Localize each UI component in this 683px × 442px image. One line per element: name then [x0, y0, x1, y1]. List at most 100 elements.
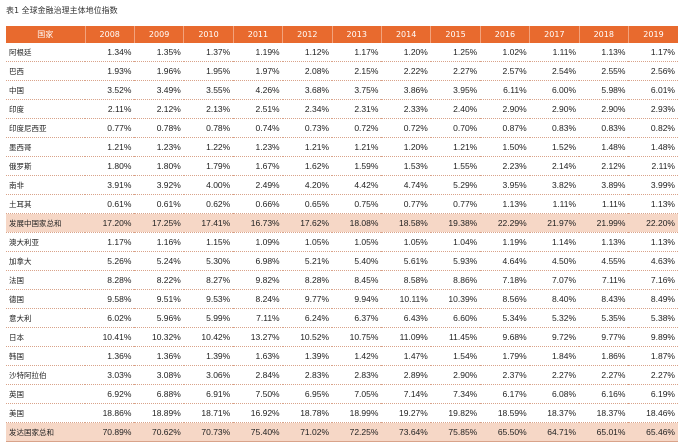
index-value-cell: 3.95% [430, 80, 481, 100]
index-value-cell: 1.55% [430, 156, 481, 176]
country-name-cell: 墨西哥 [6, 137, 85, 157]
index-value-cell: 7.11% [233, 308, 283, 328]
index-value-cell: 1.17% [332, 43, 382, 62]
index-value-cell: 0.87% [480, 118, 530, 138]
table-row: 沙特阿拉伯 3.03% 3.08% 3.06% 2.84% 2.83% 2.83% 2.89%… [6, 365, 678, 385]
index-value-cell: 3.86% [381, 80, 431, 100]
index-value-cell: 0.62% [183, 194, 234, 214]
index-value-cell: 72.25% [332, 422, 382, 442]
index-value-cell: 3.89% [579, 175, 629, 195]
index-value-cell: 2.14% [529, 156, 580, 176]
index-value-cell: 2.56% [628, 61, 678, 81]
index-value-cell: 5.93% [430, 251, 481, 271]
table-row: 俄罗斯 1.80% 1.80% 1.79% 1.67% 1.62% 1.59% 1.53% 1.… [6, 156, 678, 176]
index-value-cell: 1.21% [332, 137, 382, 157]
index-value-cell: 0.74% [233, 118, 283, 138]
index-value-cell: 17.20% [85, 213, 135, 233]
column-header-year: 2010 [183, 26, 234, 43]
index-value-cell: 2.12% [134, 99, 184, 119]
index-value-cell: 9.51% [134, 289, 184, 309]
index-value-cell: 1.13% [628, 232, 678, 252]
country-name-cell: 英国 [6, 384, 85, 404]
index-value-cell: 1.11% [529, 43, 580, 62]
country-name-cell: 印度尼西亚 [6, 118, 85, 138]
index-value-cell: 1.20% [381, 43, 431, 62]
table-row: 中国 3.52% 3.49% 3.55% 4.26% 3.68% 3.75% 3.86% 3.9… [6, 80, 678, 100]
index-value-cell: 18.89% [134, 403, 184, 423]
index-value-cell: 3.08% [134, 365, 184, 385]
index-value-cell: 3.68% [282, 80, 333, 100]
index-value-cell: 10.32% [134, 327, 184, 347]
index-value-cell: 17.25% [134, 213, 184, 233]
table-total-row: 发达国家总和 70.89% 70.62% 70.73% 75.40% 71.02% 72.2… [6, 422, 678, 442]
index-value-cell: 7.05% [332, 384, 382, 404]
index-value-cell: 2.23% [480, 156, 530, 176]
index-value-cell: 1.79% [480, 346, 530, 366]
index-value-cell: 2.90% [430, 365, 481, 385]
table-row: 阿根廷 1.34% 1.35% 1.37% 1.19% 1.12% 1.17% 1.20% 1.… [6, 43, 678, 62]
index-value-cell: 6.60% [430, 308, 481, 328]
index-value-cell: 0.72% [332, 118, 382, 138]
index-value-cell: 18.99% [332, 403, 382, 423]
index-value-cell: 9.77% [579, 327, 629, 347]
table-total-row: 发展中国家总和 17.20% 17.25% 17.41% 16.73% 17.62% 18.… [6, 213, 678, 233]
index-value-cell: 3.99% [628, 175, 678, 195]
index-value-cell: 2.93% [628, 99, 678, 119]
table-body: 阿根廷 1.34% 1.35% 1.37% 1.19% 1.12% 1.17% 1.20% 1.… [6, 43, 678, 442]
index-value-cell: 3.82% [529, 175, 580, 195]
country-name-cell: 沙特阿拉伯 [6, 365, 85, 385]
country-name-cell: 德国 [6, 289, 85, 309]
index-value-cell: 10.39% [430, 289, 481, 309]
index-value-cell: 65.50% [480, 422, 530, 442]
index-value-cell: 65.46% [628, 422, 678, 442]
index-value-cell: 2.83% [282, 365, 333, 385]
index-value-cell: 9.53% [183, 289, 234, 309]
index-value-cell: 18.37% [529, 403, 580, 423]
index-value-cell: 2.55% [579, 61, 629, 81]
index-value-cell: 70.89% [85, 422, 135, 442]
index-value-cell: 6.95% [282, 384, 333, 404]
index-value-cell: 1.48% [579, 137, 629, 157]
index-value-cell: 1.87% [628, 346, 678, 366]
index-value-cell: 1.36% [134, 346, 184, 366]
index-value-cell: 1.80% [134, 156, 184, 176]
index-value-cell: 8.28% [85, 270, 135, 290]
index-value-cell: 8.45% [332, 270, 382, 290]
index-value-cell: 11.09% [381, 327, 431, 347]
index-value-cell: 1.84% [529, 346, 580, 366]
index-value-cell: 7.11% [579, 270, 629, 290]
index-value-cell: 3.91% [85, 175, 135, 195]
index-value-cell: 7.50% [233, 384, 283, 404]
index-value-cell: 3.06% [183, 365, 234, 385]
index-value-cell: 1.34% [85, 43, 135, 62]
index-value-cell: 5.98% [579, 80, 629, 100]
index-value-cell: 18.08% [332, 213, 382, 233]
index-value-cell: 1.17% [85, 232, 135, 252]
index-value-cell: 9.58% [85, 289, 135, 309]
index-value-cell: 1.22% [183, 137, 234, 157]
index-value-cell: 7.07% [529, 270, 580, 290]
country-name-cell: 印度 [6, 99, 85, 119]
column-header-year: 2017 [529, 26, 580, 43]
index-value-cell: 73.64% [381, 422, 431, 442]
index-value-cell: 1.54% [430, 346, 481, 366]
index-value-cell: 1.19% [233, 43, 283, 62]
index-value-cell: 1.39% [183, 346, 234, 366]
index-value-cell: 7.34% [430, 384, 481, 404]
index-value-cell: 4.55% [579, 251, 629, 271]
table-row: 韩国 1.36% 1.36% 1.39% 1.63% 1.39% 1.42% 1.47% 1.5… [6, 346, 678, 366]
index-value-cell: 0.83% [529, 118, 580, 138]
index-value-cell: 6.16% [579, 384, 629, 404]
index-value-cell: 1.05% [332, 232, 382, 252]
index-value-cell: 65.01% [579, 422, 629, 442]
index-value-cell: 2.51% [233, 99, 283, 119]
country-name-cell: 南非 [6, 175, 85, 195]
index-value-cell: 2.27% [529, 365, 580, 385]
index-value-cell: 1.37% [183, 43, 234, 62]
index-value-cell: 9.68% [480, 327, 530, 347]
index-value-cell: 2.31% [332, 99, 382, 119]
index-value-cell: 2.34% [282, 99, 333, 119]
country-name-cell: 发展中国家总和 [6, 213, 85, 233]
index-value-cell: 19.38% [430, 213, 481, 233]
table-row: 土耳其 0.61% 0.61% 0.62% 0.66% 0.65% 0.75% 0.77% 0.… [6, 194, 678, 214]
